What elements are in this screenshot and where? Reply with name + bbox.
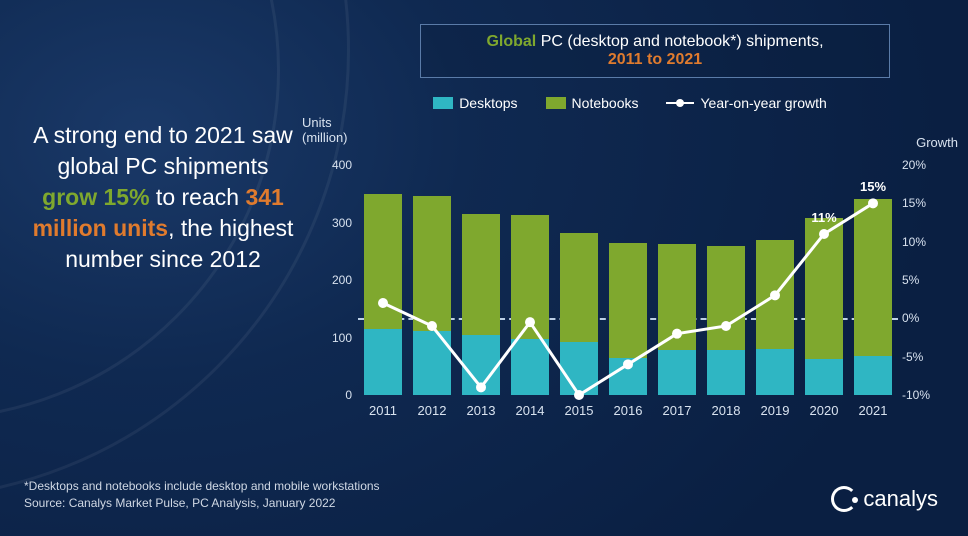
growth-line (358, 165, 898, 395)
canalys-logo-icon (831, 486, 857, 512)
y-left-tick: 200 (318, 273, 352, 287)
x-category: 2019 (761, 403, 790, 418)
x-category: 2013 (467, 403, 496, 418)
swatch-notebooks (546, 97, 566, 109)
x-category: 2017 (663, 403, 692, 418)
title-part-main: PC (desktop and notebook*) shipments, (536, 33, 823, 50)
y-right-tick: 5% (902, 273, 942, 287)
footnote: *Desktops and notebooks include desktop … (24, 478, 380, 512)
growth-point-label: 11% (811, 210, 836, 225)
chart-area: Desktops Notebooks Year-on-year growth U… (310, 95, 950, 445)
footnote-line-1: *Desktops and notebooks include desktop … (24, 478, 380, 495)
plot-area: 0100200300400-10%-5%0%5%10%15%20%2011201… (358, 165, 898, 395)
x-category: 2018 (712, 403, 741, 418)
footnote-line-2: Source: Canalys Market Pulse, PC Analysi… (24, 495, 380, 512)
chart-title-box: Global PC (desktop and notebook*) shipme… (420, 24, 890, 78)
x-category: 2015 (565, 403, 594, 418)
title-part-years: 2011 to 2021 (608, 51, 702, 68)
legend-item-notebooks: Notebooks (546, 95, 639, 111)
narrative-pre: A strong end to 2021 saw global PC shipm… (33, 122, 293, 179)
y-left-tick: 400 (318, 158, 352, 172)
x-category: 2012 (418, 403, 447, 418)
narrative-text: A strong end to 2021 saw global PC shipm… (28, 120, 298, 275)
x-category: 2021 (859, 403, 888, 418)
x-category: 2016 (614, 403, 643, 418)
y-left-tick: 0 (318, 388, 352, 402)
y-right-tick: -10% (902, 388, 942, 402)
y-left-tick: 300 (318, 216, 352, 230)
y-axis-left-label: Units (million) (302, 115, 362, 145)
legend-label-growth: Year-on-year growth (700, 95, 826, 111)
x-category: 2014 (516, 403, 545, 418)
x-category: 2011 (369, 403, 397, 418)
narrative-mid: to reach (150, 184, 246, 210)
swatch-desktops (433, 97, 453, 109)
y-right-tick: 0% (902, 311, 942, 325)
legend-item-growth: Year-on-year growth (666, 95, 826, 111)
x-category: 2020 (810, 403, 839, 418)
canalys-logo-text: canalys (863, 486, 938, 512)
swatch-growth-line (666, 102, 694, 104)
canalys-logo: canalys (831, 486, 938, 512)
title-part-global: Global (486, 33, 536, 50)
legend-label-desktops: Desktops (459, 95, 517, 111)
growth-point-label: 15% (860, 179, 886, 194)
y-axis-right-label: Growth (898, 135, 958, 150)
narrative-growth: grow 15% (42, 184, 149, 210)
y-right-tick: 10% (902, 235, 942, 249)
y-left-tick: 100 (318, 331, 352, 345)
legend: Desktops Notebooks Year-on-year growth (310, 95, 950, 111)
legend-label-notebooks: Notebooks (572, 95, 639, 111)
legend-item-desktops: Desktops (433, 95, 517, 111)
y-right-tick: -5% (902, 350, 942, 364)
y-right-tick: 15% (902, 196, 942, 210)
y-right-tick: 20% (902, 158, 942, 172)
